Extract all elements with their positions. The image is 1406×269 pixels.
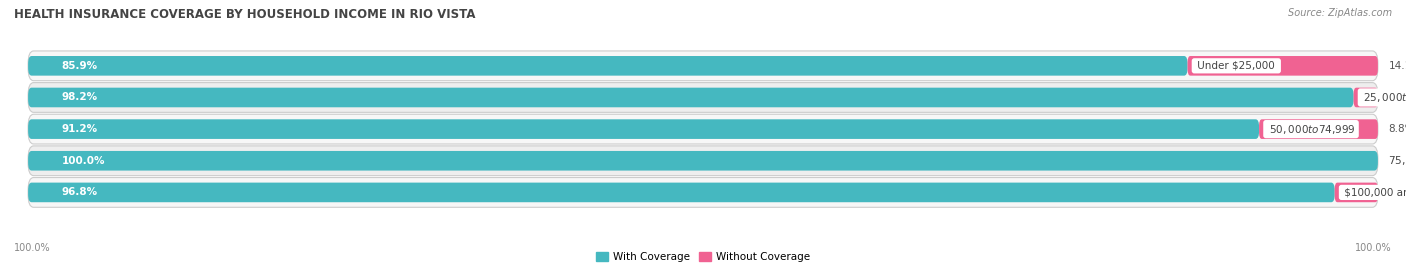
Text: 3.2%: 3.2% bbox=[1389, 187, 1406, 197]
Text: 98.2%: 98.2% bbox=[62, 93, 98, 102]
FancyBboxPatch shape bbox=[28, 178, 1378, 207]
FancyBboxPatch shape bbox=[28, 88, 1354, 107]
Text: Under $25,000: Under $25,000 bbox=[1194, 61, 1278, 71]
FancyBboxPatch shape bbox=[1354, 88, 1378, 107]
FancyBboxPatch shape bbox=[28, 119, 1260, 139]
FancyBboxPatch shape bbox=[1260, 119, 1378, 139]
Text: $50,000 to $74,999: $50,000 to $74,999 bbox=[1265, 123, 1357, 136]
Text: 100.0%: 100.0% bbox=[1355, 243, 1392, 253]
Text: 100.0%: 100.0% bbox=[62, 156, 105, 166]
Text: $25,000 to $49,999: $25,000 to $49,999 bbox=[1361, 91, 1406, 104]
Text: $100,000 and over: $100,000 and over bbox=[1341, 187, 1406, 197]
Text: 91.2%: 91.2% bbox=[62, 124, 98, 134]
Text: Source: ZipAtlas.com: Source: ZipAtlas.com bbox=[1288, 8, 1392, 18]
Text: 14.1%: 14.1% bbox=[1389, 61, 1406, 71]
Text: 100.0%: 100.0% bbox=[14, 243, 51, 253]
FancyBboxPatch shape bbox=[28, 114, 1378, 144]
FancyBboxPatch shape bbox=[28, 83, 1378, 112]
FancyBboxPatch shape bbox=[28, 51, 1378, 81]
FancyBboxPatch shape bbox=[1188, 56, 1378, 76]
Text: 1.8%: 1.8% bbox=[1389, 93, 1406, 102]
Legend: With Coverage, Without Coverage: With Coverage, Without Coverage bbox=[592, 247, 814, 266]
Text: 85.9%: 85.9% bbox=[62, 61, 98, 71]
FancyBboxPatch shape bbox=[28, 151, 1378, 171]
Text: 96.8%: 96.8% bbox=[62, 187, 98, 197]
Text: 0.0%: 0.0% bbox=[1398, 156, 1406, 166]
Text: 8.8%: 8.8% bbox=[1389, 124, 1406, 134]
FancyBboxPatch shape bbox=[28, 56, 1188, 76]
FancyBboxPatch shape bbox=[28, 183, 1334, 202]
Text: HEALTH INSURANCE COVERAGE BY HOUSEHOLD INCOME IN RIO VISTA: HEALTH INSURANCE COVERAGE BY HOUSEHOLD I… bbox=[14, 8, 475, 21]
FancyBboxPatch shape bbox=[28, 146, 1378, 176]
FancyBboxPatch shape bbox=[1334, 183, 1378, 202]
Text: $75,000 to $99,999: $75,000 to $99,999 bbox=[1385, 154, 1406, 167]
